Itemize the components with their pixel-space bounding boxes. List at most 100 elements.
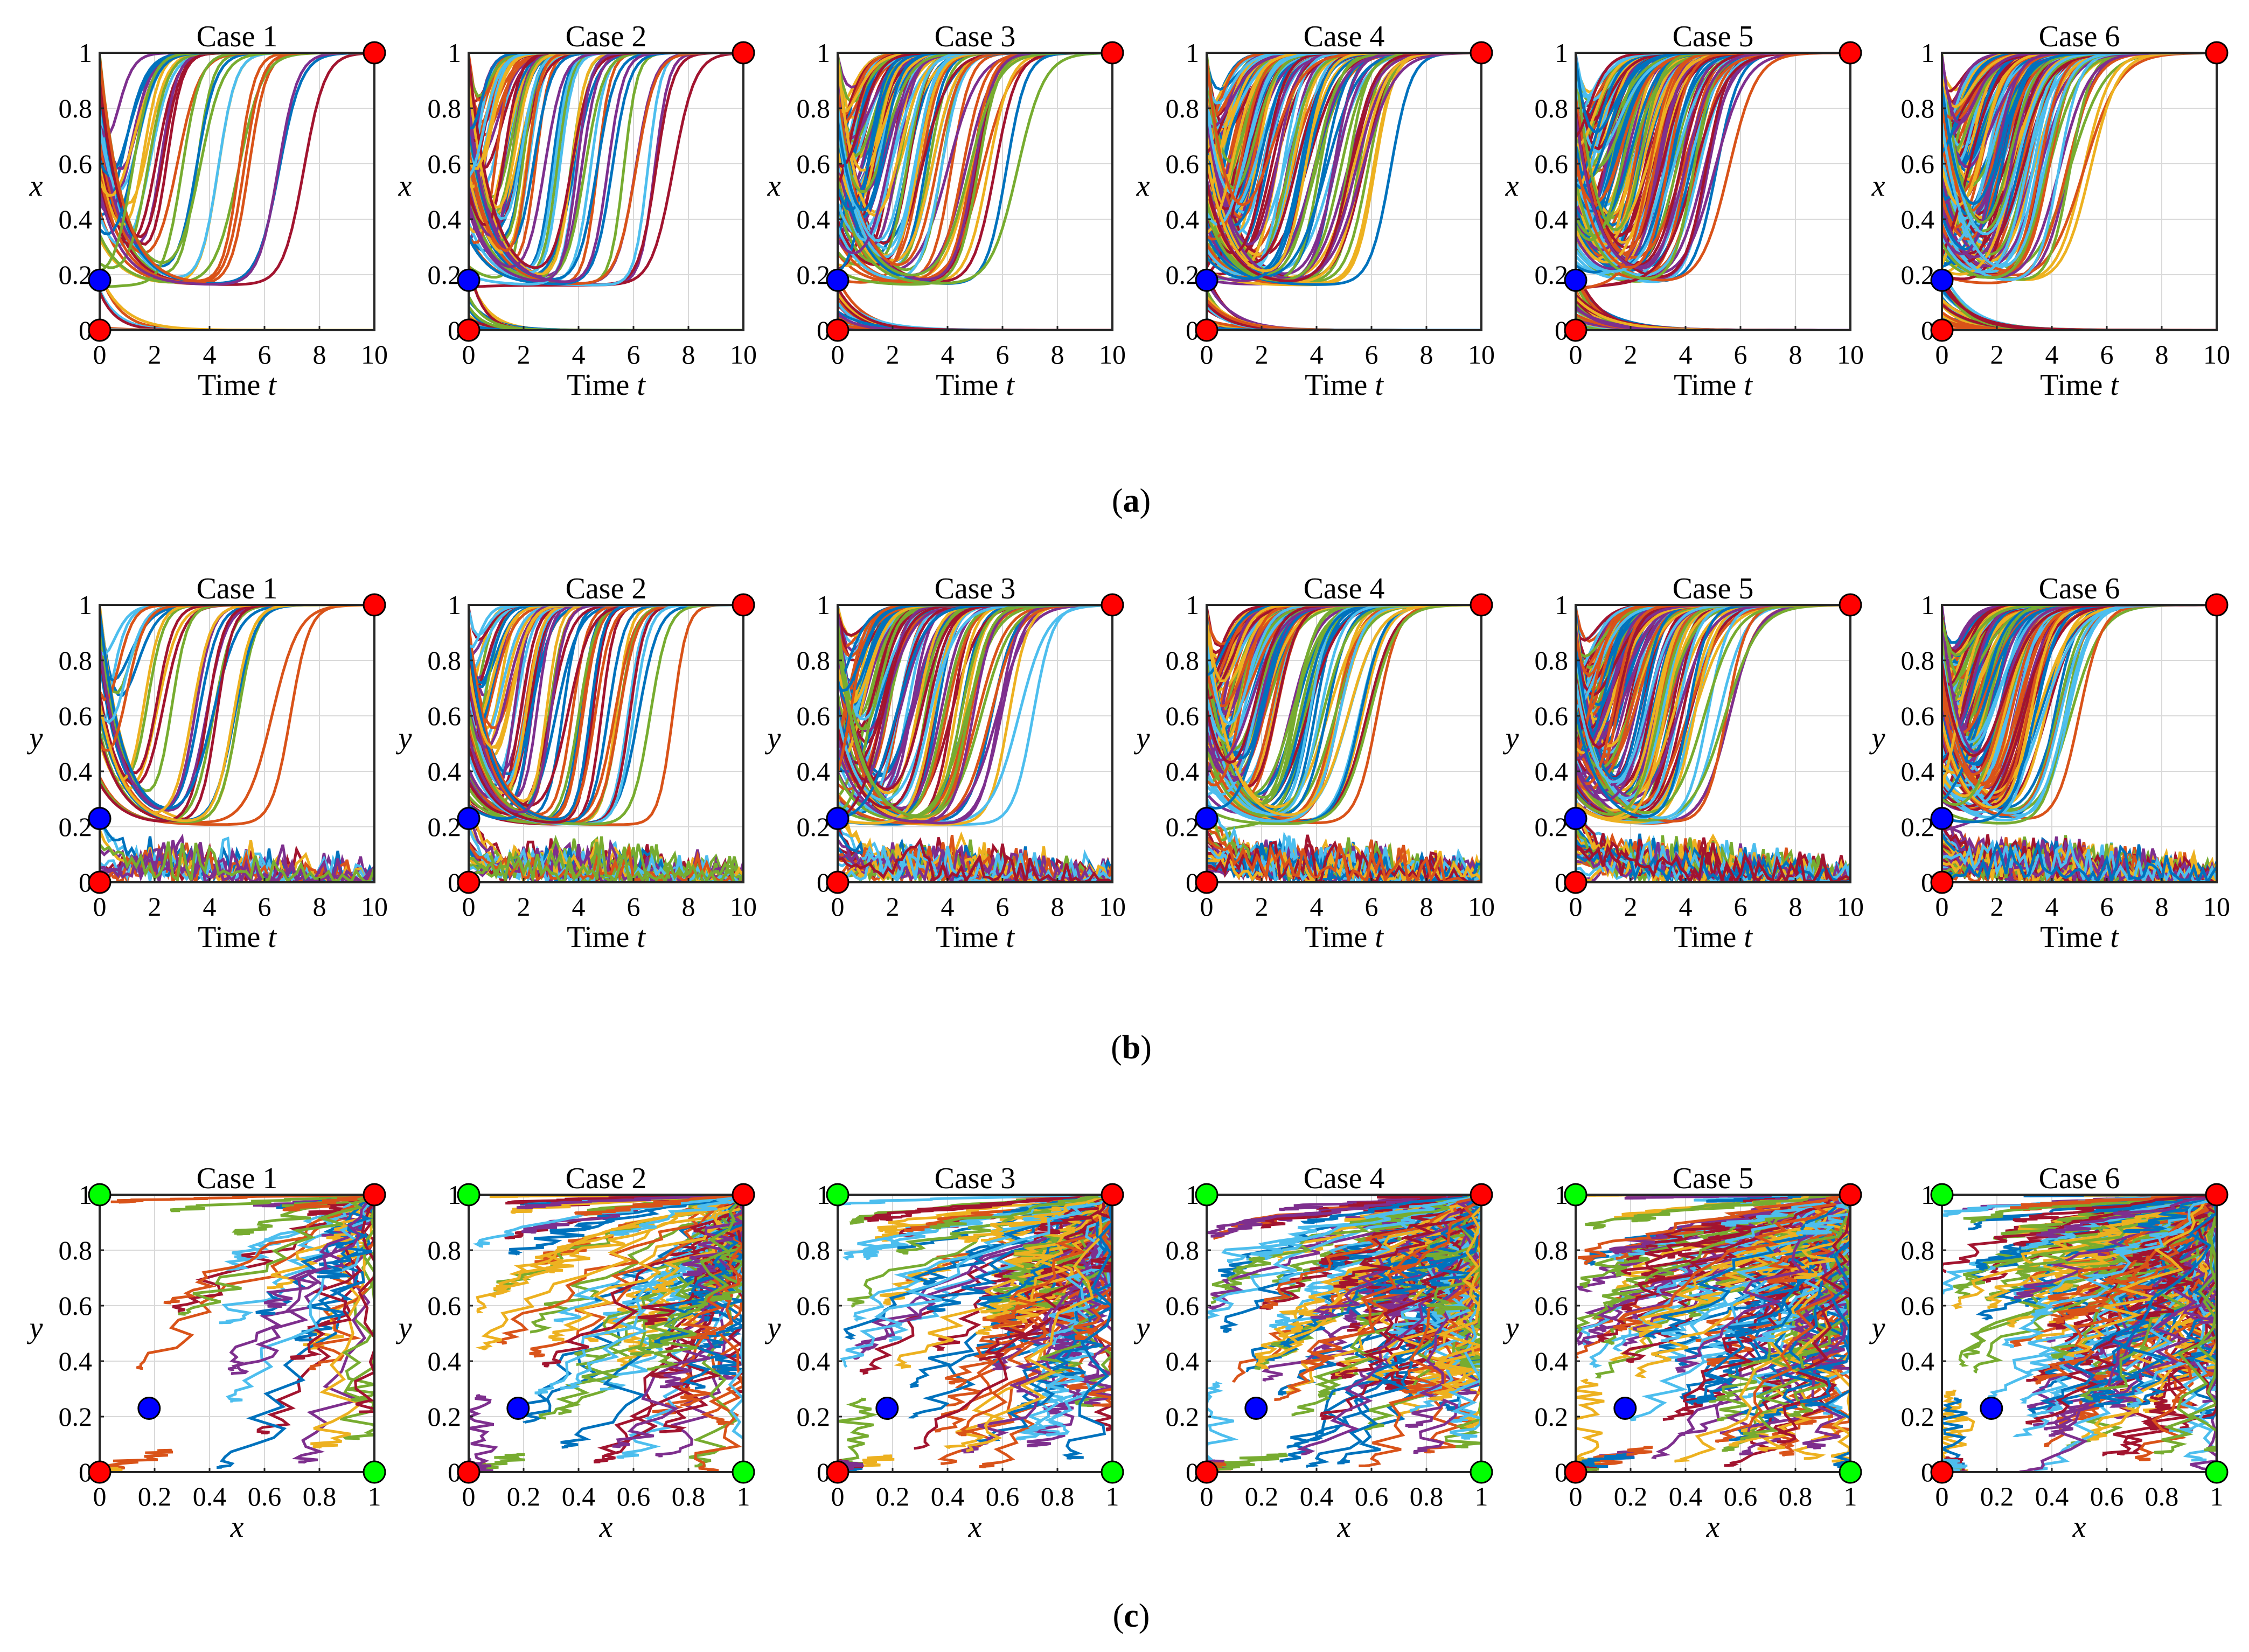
x-tick-label: 4 [941, 339, 955, 370]
trajectory-line [838, 288, 1112, 330]
unstable-equilibrium-marker [733, 594, 754, 616]
y-tick-label: 0.6 [428, 149, 462, 179]
y-tick-label: 0.8 [1166, 1235, 1200, 1265]
y-tick-label: 0.2 [428, 260, 462, 290]
unstable-equilibrium-marker [1471, 594, 1492, 616]
y-tick-label: 0.2 [1535, 260, 1569, 290]
y-tick-label: 0.4 [1535, 756, 1569, 786]
y-tick-label: 0.8 [797, 93, 831, 123]
x-tick-label: 10 [730, 339, 757, 370]
x-tick-label: 0.4 [562, 1481, 596, 1511]
x-tick-label: 0 [831, 339, 845, 370]
x-axis-label: x [230, 1510, 244, 1544]
unstable-equilibrium-marker [827, 1461, 848, 1483]
x-tick-label: 4 [1679, 891, 1693, 922]
subplot-title: Case 5 [1673, 1162, 1754, 1195]
x-tick-label: 10 [2203, 891, 2230, 922]
x-tick-label: 0 [1569, 339, 1583, 370]
y-tick-label: 0.4 [1901, 1346, 1935, 1376]
x-tick-label: 6 [2100, 339, 2114, 370]
x-tick-label: 10 [730, 891, 757, 922]
x-tick-label: 2 [517, 339, 531, 370]
x-tick-label: 6 [2100, 891, 2114, 922]
unstable-equilibrium-marker [1471, 1184, 1492, 1205]
subplot-title: Case 5 [1673, 20, 1754, 53]
x-axis-label: Time t [567, 368, 646, 402]
x-tick-label: 8 [682, 891, 695, 922]
y-tick-label: 0.6 [1535, 701, 1569, 731]
x-tick-label: 0 [1935, 339, 1949, 370]
y-tick-label: 1 [79, 38, 92, 68]
x-tick-label: 0.8 [1779, 1481, 1813, 1511]
y-tick-label: 0.6 [59, 1291, 93, 1321]
saddle-equilibrium-marker [827, 269, 848, 291]
x-tick-label: 6 [1734, 339, 1747, 370]
subplot-title: Case 3 [935, 1162, 1016, 1195]
x-tick-label: 8 [2155, 339, 2169, 370]
subplot-title: Case 3 [935, 572, 1016, 605]
y-tick-label: 0.6 [797, 701, 831, 731]
x-tick-label: 8 [1420, 891, 1433, 922]
subplot-title: Case 6 [2039, 1162, 2120, 1195]
x-tick-label: 0 [1200, 1481, 1214, 1511]
x-axis-label: Time t [198, 921, 277, 954]
x-tick-label: 8 [313, 891, 326, 922]
trajectories [1942, 53, 2217, 330]
y-tick-label: 0.4 [1166, 1346, 1200, 1376]
x-tick-label: 0 [93, 891, 107, 922]
x-tick-label: 8 [313, 339, 326, 370]
unstable-equilibrium-marker [733, 42, 754, 64]
x-tick-label: 4 [1679, 339, 1693, 370]
y-axis-label: y [1503, 1312, 1519, 1345]
unstable-equilibrium-marker [458, 1461, 479, 1483]
x-tick-label: 4 [941, 891, 955, 922]
x-tick-label: 10 [2203, 339, 2230, 370]
y-axis-label: x [1871, 170, 1885, 203]
x-axis-label: Time t [1305, 368, 1384, 402]
x-tick-label: 2 [1255, 891, 1269, 922]
x-axis-label: x [968, 1510, 982, 1544]
y-tick-label: 0.6 [797, 1291, 831, 1321]
x-tick-label: 6 [996, 339, 1009, 370]
y-tick-label: 0.4 [59, 756, 93, 786]
x-axis-label: Time t [1674, 368, 1753, 402]
x-tick-label: 0 [1200, 891, 1214, 922]
x-tick-label: 10 [1468, 339, 1495, 370]
x-tick-label: 0 [93, 339, 107, 370]
y-tick-label: 0.4 [1535, 204, 1569, 234]
x-tick-label: 4 [572, 891, 586, 922]
x-tick-label: 6 [627, 891, 640, 922]
saddle-equilibrium-marker [1981, 1398, 2002, 1419]
x-tick-label: 10 [361, 339, 388, 370]
x-tick-label: 0.4 [2035, 1481, 2069, 1511]
x-tick-label: 2 [148, 891, 162, 922]
trajectories [1576, 53, 1850, 330]
x-tick-label: 8 [1420, 339, 1433, 370]
unstable-equilibrium-marker [89, 1461, 110, 1483]
saddle-equilibrium-marker [1614, 1398, 1636, 1419]
x-tick-label: 8 [1051, 339, 1064, 370]
unstable-equilibrium-marker [2206, 1184, 2227, 1205]
stable-equilibrium-marker [827, 1184, 848, 1205]
x-tick-label: 4 [1310, 891, 1324, 922]
stable-equilibrium-marker [733, 1461, 754, 1483]
y-axis-label: x [1136, 170, 1150, 203]
y-axis-label: y [1134, 722, 1150, 755]
x-tick-label: 2 [1624, 891, 1638, 922]
x-tick-label: 0.4 [1300, 1481, 1334, 1511]
y-tick-label: 0.2 [1166, 1402, 1200, 1432]
x-axis-label: x [2072, 1510, 2086, 1544]
saddle-equilibrium-marker [876, 1398, 898, 1419]
y-axis-label: y [1134, 1312, 1150, 1345]
y-axis-label: x [767, 170, 781, 203]
y-tick-label: 0.6 [1535, 149, 1569, 179]
x-axis-label: Time t [2040, 921, 2119, 954]
